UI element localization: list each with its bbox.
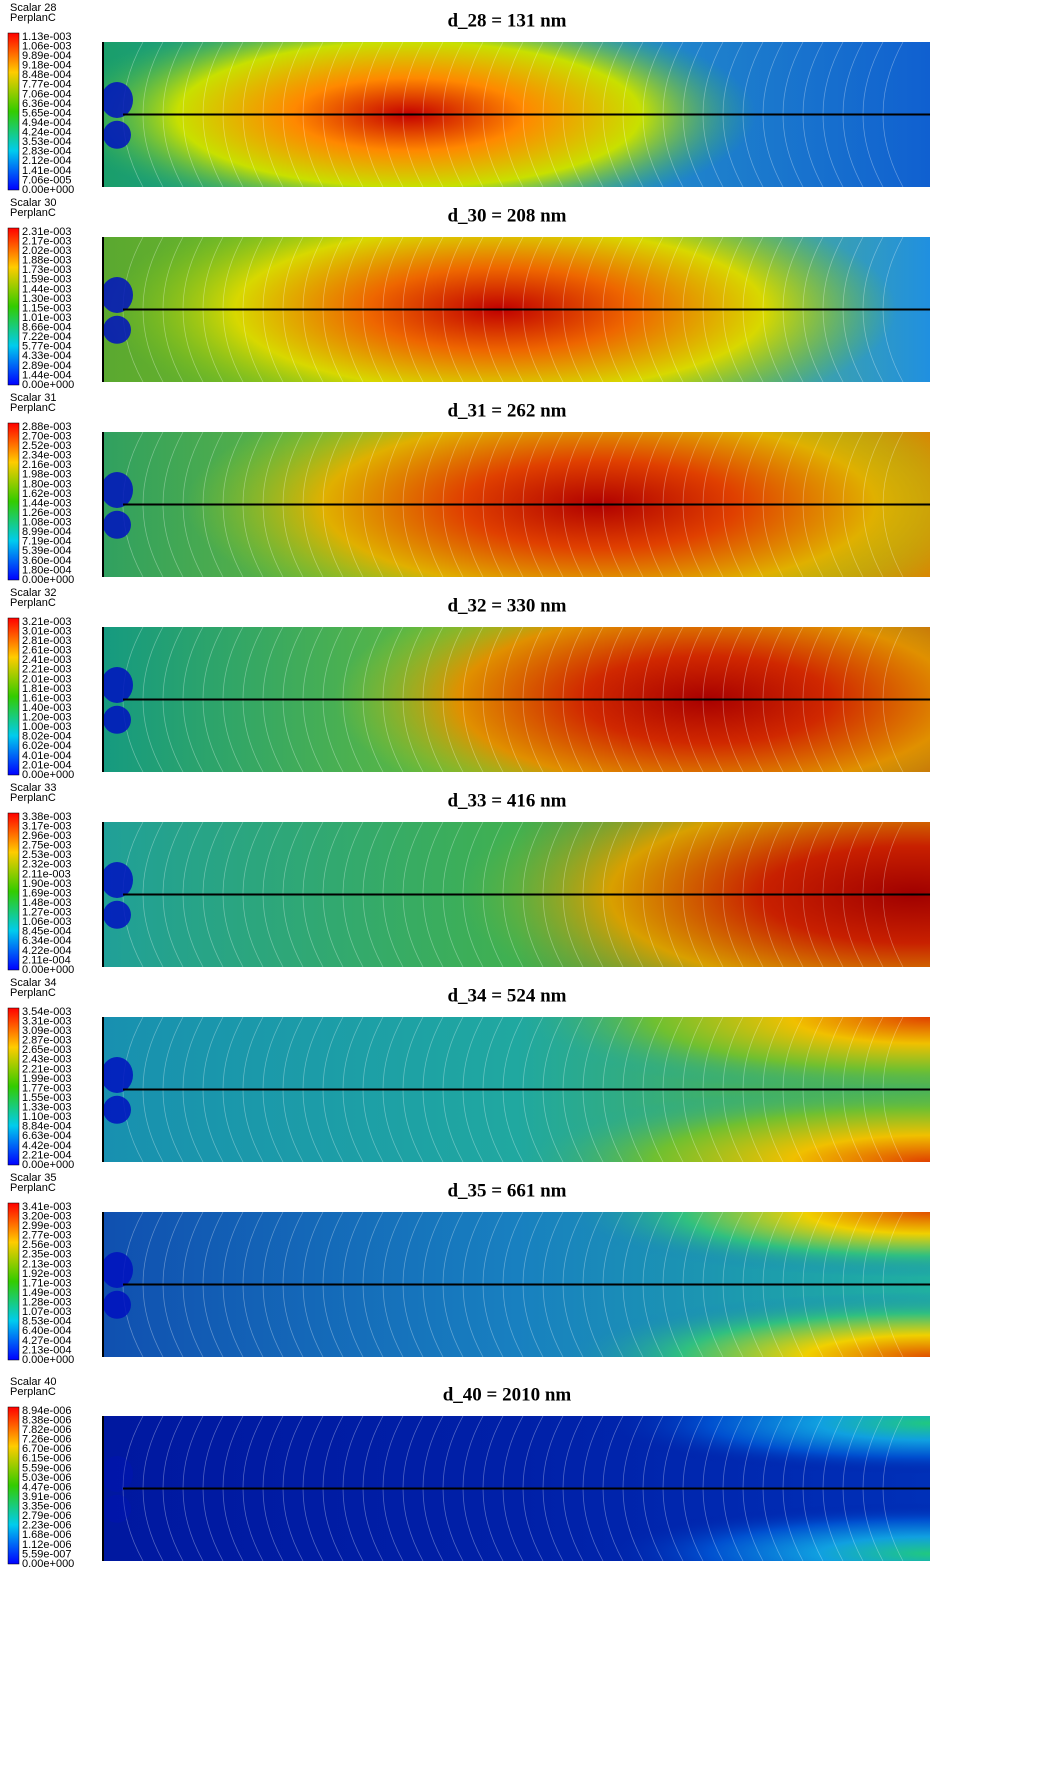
panel-title: d_33 = 416 nm	[447, 790, 566, 811]
aperture	[101, 472, 133, 508]
quantity-label: PerplanC	[10, 792, 56, 804]
colorbar	[8, 1008, 19, 1165]
panel-title: d_31 = 262 nm	[447, 400, 566, 421]
aperture	[101, 277, 133, 313]
colorbar	[8, 618, 19, 775]
colorbar	[8, 33, 19, 190]
aperture	[103, 901, 131, 929]
colorbar	[8, 1203, 19, 1360]
quantity-label: PerplanC	[10, 1386, 56, 1398]
panel-title: d_30 = 208 nm	[447, 205, 566, 226]
colorbar-label: 0.00e+000	[22, 1558, 74, 1570]
panel-title: d_40 = 2010 nm	[443, 1384, 572, 1405]
colorbar-label: 0.00e+000	[22, 1159, 74, 1171]
aperture	[103, 1096, 131, 1124]
quantity-label: PerplanC	[10, 597, 56, 609]
aperture	[101, 1456, 133, 1492]
quantity-label: PerplanC	[10, 1182, 56, 1194]
quantity-label: PerplanC	[10, 207, 56, 219]
colorbar-label: 0.00e+000	[22, 574, 74, 586]
aperture	[101, 667, 133, 703]
colorbar	[8, 423, 19, 580]
aperture	[101, 862, 133, 898]
aperture	[101, 1057, 133, 1093]
panel-title: d_32 = 330 nm	[447, 595, 566, 616]
panel-title: d_35 = 661 nm	[447, 1180, 566, 1201]
aperture	[103, 316, 131, 344]
aperture	[103, 1291, 131, 1319]
colorbar	[8, 813, 19, 970]
quantity-label: PerplanC	[10, 402, 56, 414]
panel-title: d_34 = 524 nm	[447, 985, 566, 1006]
colorbar	[8, 1407, 19, 1564]
panel-title: d_28 = 131 nm	[447, 10, 566, 31]
colorbar-label: 0.00e+000	[22, 964, 74, 976]
quantity-label: PerplanC	[10, 987, 56, 999]
quantity-label: PerplanC	[10, 12, 56, 24]
aperture	[103, 1495, 131, 1523]
aperture	[103, 706, 131, 734]
colorbar-label: 0.00e+000	[22, 184, 74, 196]
colorbar-label: 0.00e+000	[22, 379, 74, 391]
colorbar-label: 0.00e+000	[22, 769, 74, 781]
aperture	[103, 511, 131, 539]
aperture	[103, 121, 131, 149]
colorbar-label: 0.00e+000	[22, 1354, 74, 1366]
aperture	[101, 1252, 133, 1288]
aperture	[101, 82, 133, 118]
colorbar	[8, 228, 19, 385]
